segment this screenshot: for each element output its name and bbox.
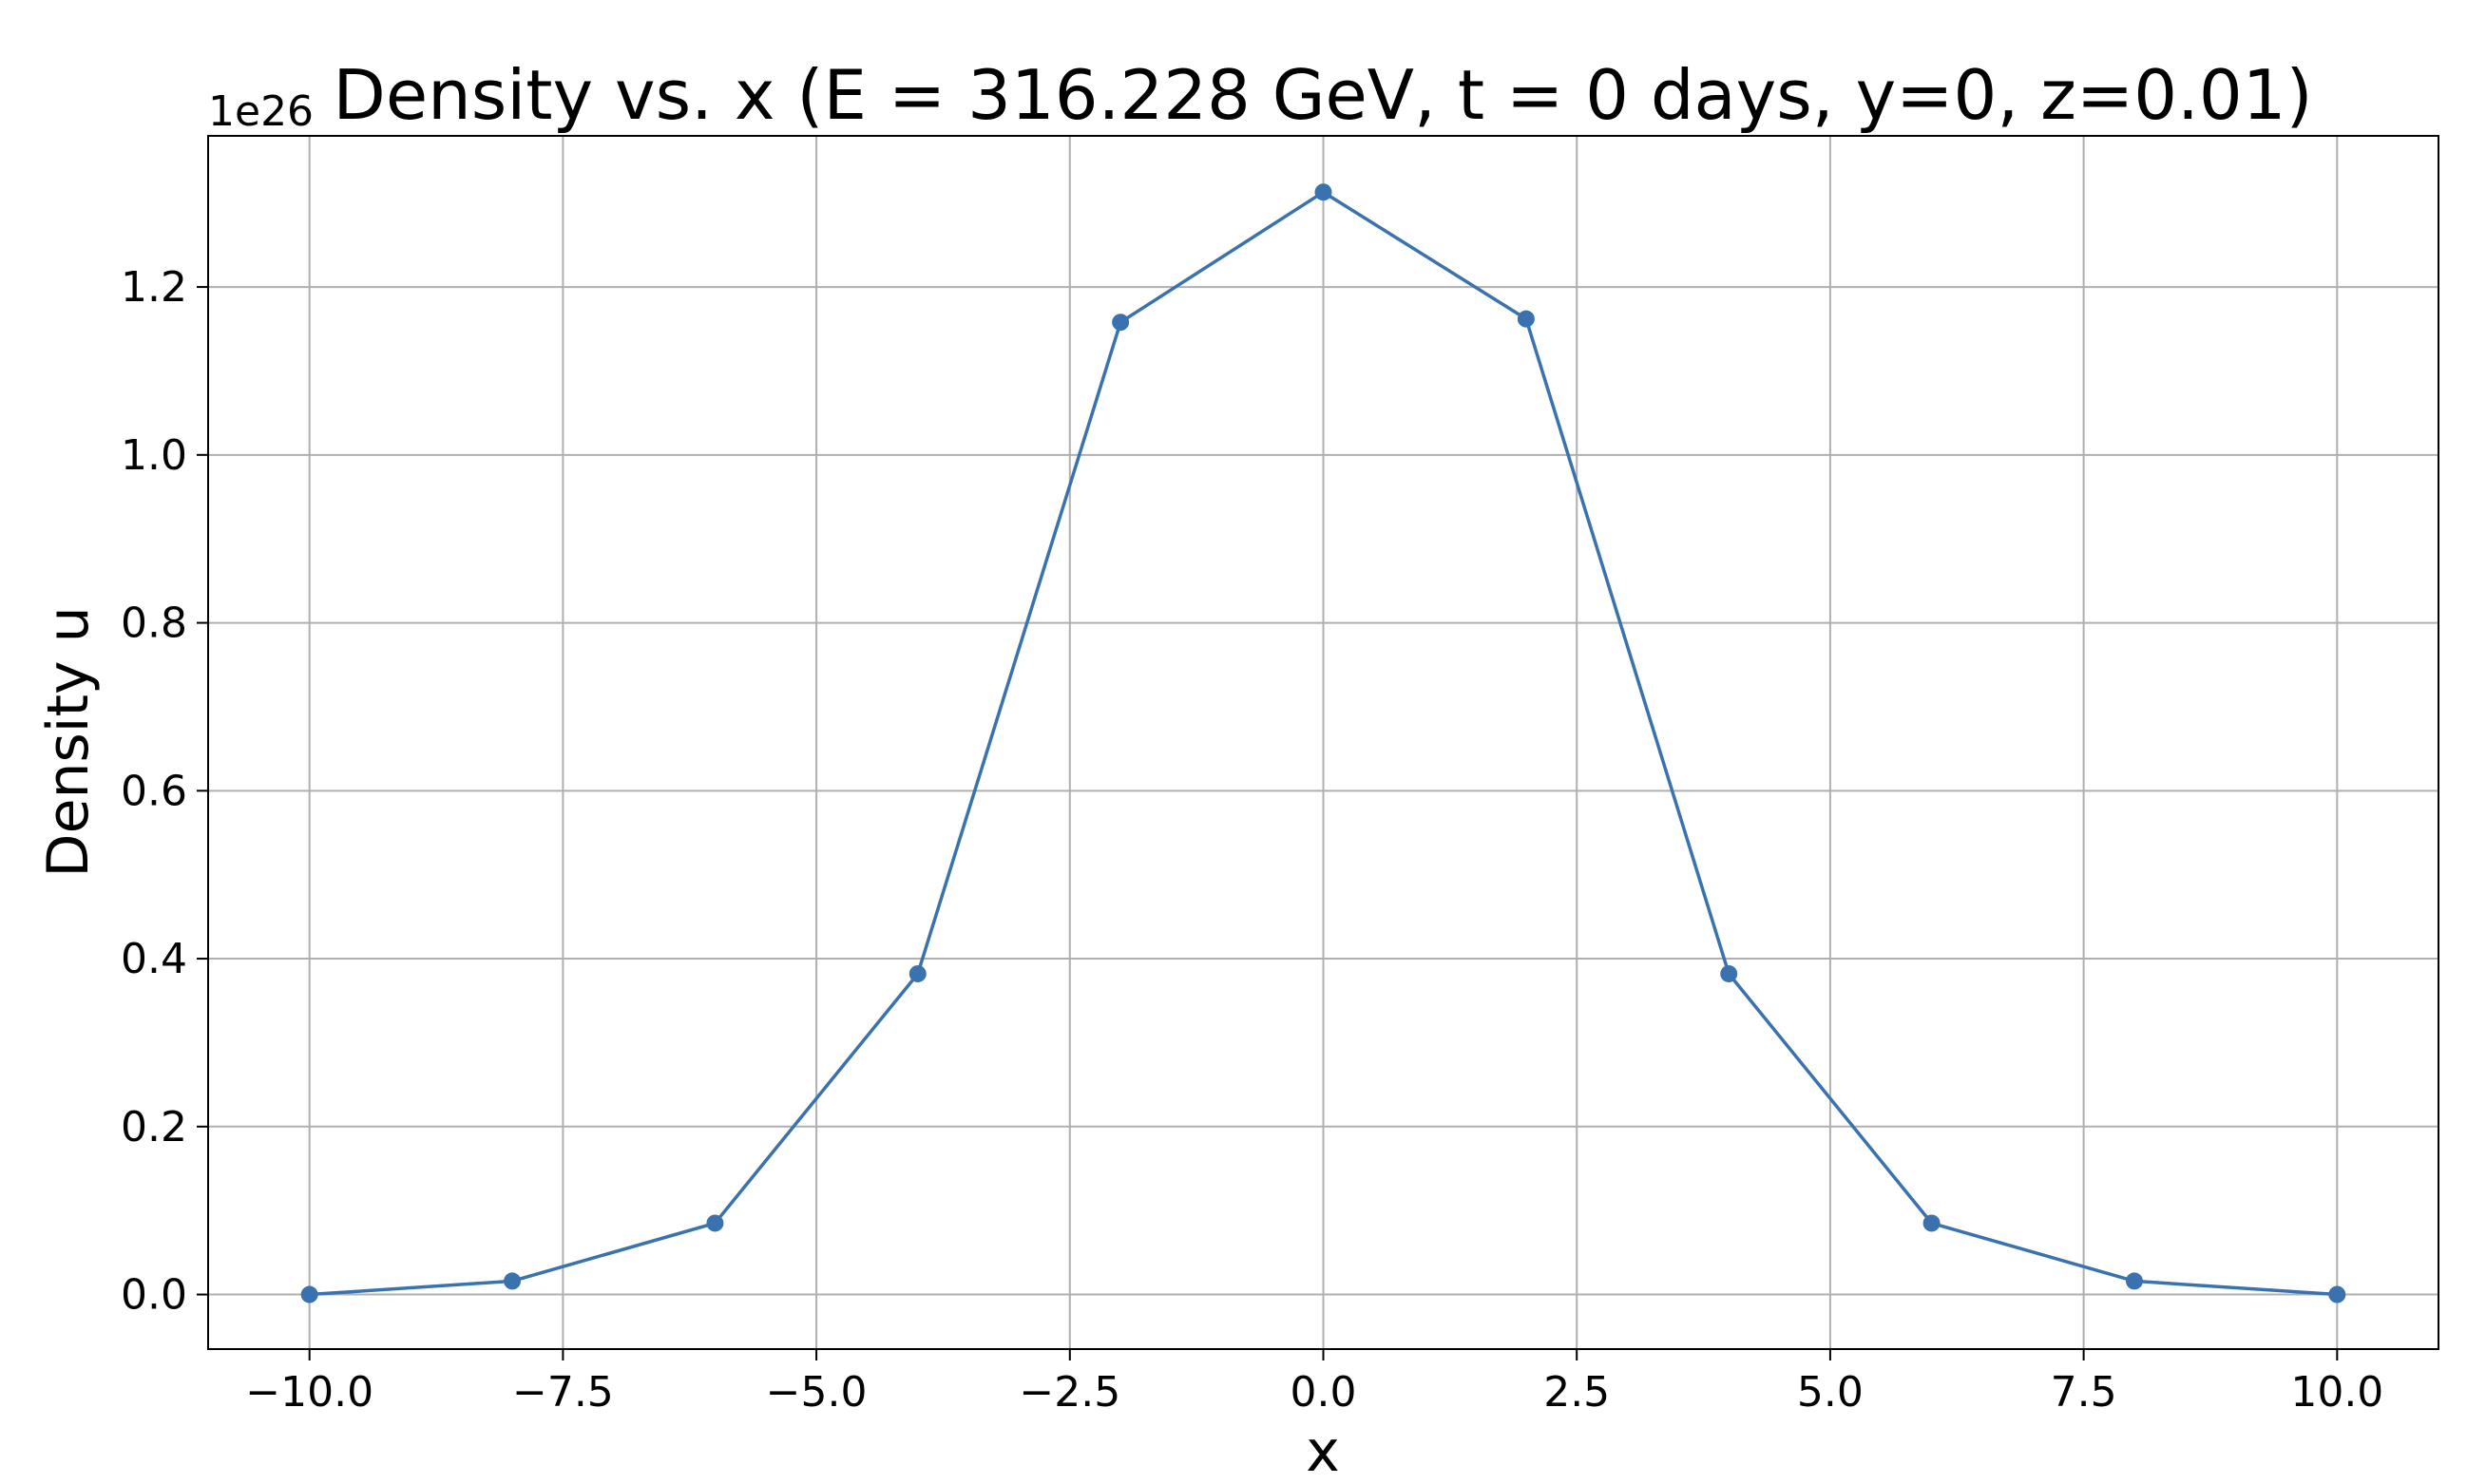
x-tick-label: 0.0 xyxy=(1291,1368,1357,1417)
y-tick-label: 0.4 xyxy=(121,935,187,983)
x-axis-label: x xyxy=(1306,1418,1340,1480)
x-tick-label: 5.0 xyxy=(1797,1368,1864,1417)
data-point xyxy=(1720,964,1738,982)
data-point xyxy=(1314,183,1332,201)
x-tick-label: −7.5 xyxy=(512,1368,614,1417)
chart-title: Density vs. x (E = 316.228 GeV, t = 0 da… xyxy=(333,55,2312,135)
x-axis: −10.0 −7.5 −5.0 −2.5 0.0 2.5 5.0 7.5 10.0 xyxy=(245,1349,2383,1417)
data-point xyxy=(1112,314,1130,332)
y-axis-offset-label: 1e26 xyxy=(208,87,314,136)
y-tick-label: 0.2 xyxy=(121,1103,187,1151)
x-tick-label: 10.0 xyxy=(2290,1368,2383,1417)
y-tick-label: 0.8 xyxy=(121,599,187,648)
y-axis-label: Density u xyxy=(35,606,102,877)
data-point xyxy=(2125,1272,2143,1290)
data-point xyxy=(1517,310,1535,328)
grid xyxy=(208,136,2438,1349)
data-point xyxy=(706,1214,724,1232)
data-point xyxy=(504,1272,522,1290)
x-tick-label: −2.5 xyxy=(1019,1368,1120,1417)
y-axis: 0.0 0.2 0.4 0.6 0.8 1.0 1.2 xyxy=(121,263,208,1320)
y-tick-label: 1.0 xyxy=(121,431,187,480)
x-tick-label: 7.5 xyxy=(2051,1368,2117,1417)
data-point xyxy=(1922,1214,1941,1232)
y-tick-label: 1.2 xyxy=(121,263,187,312)
y-tick-label: 0.6 xyxy=(121,767,187,815)
x-tick-label: −10.0 xyxy=(245,1368,373,1417)
x-tick-label: −5.0 xyxy=(766,1368,868,1417)
y-tick-label: 0.0 xyxy=(121,1271,187,1320)
x-tick-label: 2.5 xyxy=(1543,1368,1610,1417)
data-point xyxy=(2328,1285,2346,1303)
data-point xyxy=(300,1285,318,1303)
series-layer xyxy=(300,183,2346,1303)
data-point xyxy=(908,964,927,982)
